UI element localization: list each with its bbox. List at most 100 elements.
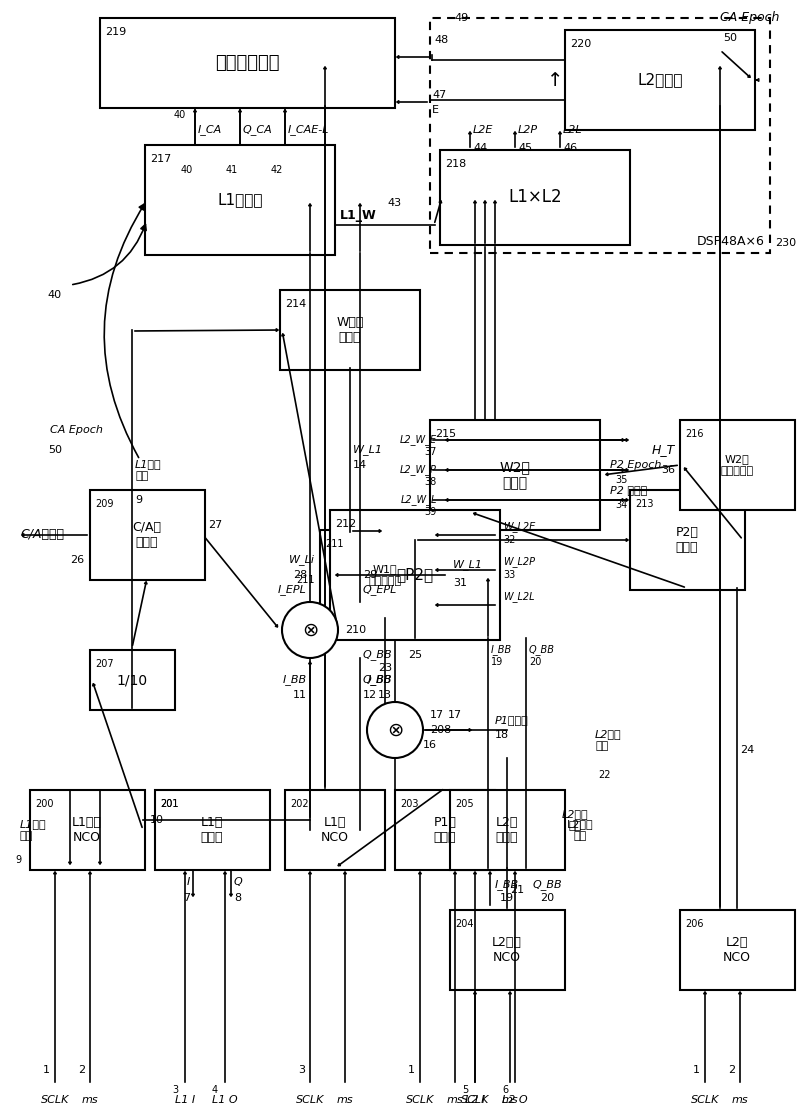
Text: Q_CA: Q_CA — [243, 125, 273, 136]
Bar — [30, 790, 145, 870]
Bar — [90, 650, 175, 710]
Text: ⊗: ⊗ — [302, 621, 318, 640]
Text: 9: 9 — [15, 855, 21, 865]
Text: L2载波
相位: L2载波 相位 — [562, 810, 588, 831]
Text: 205: 205 — [455, 799, 474, 808]
Text: W比特
积分器: W比特 积分器 — [336, 315, 364, 344]
Text: 20: 20 — [540, 893, 554, 903]
Text: 23: 23 — [378, 663, 392, 673]
Text: L2_W_L: L2_W_L — [401, 494, 437, 505]
Text: 5: 5 — [462, 1085, 468, 1095]
Text: 22: 22 — [598, 770, 610, 780]
Text: I_BB: I_BB — [368, 675, 392, 685]
Text: L1×L2: L1×L2 — [508, 188, 562, 206]
Text: Q_BB: Q_BB — [362, 650, 392, 661]
Text: Q_EPL: Q_EPL — [363, 585, 398, 596]
Text: 211: 211 — [325, 539, 343, 549]
Text: 48: 48 — [434, 35, 448, 45]
Text: E: E — [432, 105, 439, 115]
Text: 40: 40 — [48, 290, 62, 300]
Text: I_CA: I_CA — [198, 125, 222, 136]
Text: P2 码输出: P2 码输出 — [610, 485, 647, 495]
Text: SCLK: SCLK — [296, 1095, 324, 1103]
Text: 42: 42 — [270, 165, 283, 175]
Text: L2码
NCO: L2码 NCO — [723, 936, 751, 964]
Text: 3: 3 — [172, 1085, 178, 1095]
Bar — [680, 910, 795, 990]
Text: 25: 25 — [408, 650, 422, 660]
Bar — [565, 30, 755, 130]
Text: 1/10: 1/10 — [117, 673, 147, 687]
Text: L1相关器: L1相关器 — [218, 193, 262, 207]
Text: L2载波
NCO: L2载波 NCO — [492, 936, 522, 964]
Text: ms: ms — [732, 1095, 748, 1103]
Text: L2L: L2L — [563, 125, 582, 135]
Text: L2_W_E: L2_W_E — [400, 435, 437, 446]
Text: 6: 6 — [502, 1085, 508, 1095]
Text: W_Li: W_Li — [289, 555, 315, 566]
Text: CA Epoch: CA Epoch — [50, 425, 103, 435]
Bar — [430, 18, 770, 253]
Text: Q_BB: Q_BB — [363, 675, 393, 685]
Text: L1_W: L1_W — [340, 208, 377, 222]
Text: 214: 214 — [285, 299, 306, 309]
Text: L1载
混合器: L1载 混合器 — [201, 816, 223, 844]
Text: W_L2L: W_L2L — [503, 591, 534, 602]
Text: CA Epoch: CA Epoch — [720, 11, 779, 24]
Text: ms: ms — [337, 1095, 354, 1103]
Text: Q_BB: Q_BB — [529, 644, 555, 655]
Text: 36: 36 — [661, 465, 675, 475]
Text: ↑: ↑ — [547, 71, 563, 89]
Bar — [280, 290, 420, 370]
Text: Q_BB: Q_BB — [532, 879, 562, 890]
Text: SCLK: SCLK — [461, 1095, 489, 1103]
Text: 17: 17 — [430, 710, 444, 720]
Text: ms: ms — [502, 1095, 518, 1103]
Text: P1码输出: P1码输出 — [495, 715, 529, 725]
Bar — [320, 531, 450, 620]
Text: 217: 217 — [150, 154, 171, 164]
Text: 230: 230 — [775, 238, 796, 248]
Text: DSP48A×6: DSP48A×6 — [697, 235, 765, 248]
Bar — [630, 490, 745, 590]
Bar — [430, 420, 600, 531]
Text: 2: 2 — [728, 1065, 735, 1075]
Text: I_BB: I_BB — [491, 644, 512, 655]
Text: 33: 33 — [503, 570, 515, 580]
Text: L1载波
相位: L1载波 相位 — [135, 459, 162, 481]
Text: 16: 16 — [423, 740, 437, 750]
Text: 消P2码: 消P2码 — [397, 568, 434, 582]
Text: P2码
产生器: P2码 产生器 — [675, 526, 698, 554]
Text: L2载
混合器: L2载 混合器 — [496, 816, 518, 844]
Bar — [155, 790, 270, 870]
Text: L1载波
相位: L1载波 相位 — [20, 820, 46, 840]
Text: 49: 49 — [455, 13, 469, 23]
Text: 218: 218 — [445, 159, 466, 169]
Text: 210: 210 — [345, 625, 366, 635]
Text: 43: 43 — [388, 199, 402, 208]
Text: W2码
积分器: W2码 积分器 — [499, 460, 530, 490]
Bar — [440, 150, 630, 245]
Text: 10: 10 — [150, 815, 164, 825]
Text: 44: 44 — [473, 143, 487, 153]
Text: C/A码输出: C/A码输出 — [20, 528, 64, 542]
Text: 19: 19 — [500, 893, 514, 903]
Text: W_L2E: W_L2E — [503, 522, 535, 533]
Text: 11: 11 — [293, 690, 307, 700]
Text: 28: 28 — [293, 570, 307, 580]
Text: 21: 21 — [510, 885, 524, 895]
Text: 14: 14 — [353, 460, 367, 470]
Text: 32: 32 — [503, 535, 515, 545]
Text: 39: 39 — [425, 507, 437, 517]
Text: I_CAE-L: I_CAE-L — [288, 125, 330, 136]
Text: 24: 24 — [740, 745, 754, 754]
Text: 201: 201 — [160, 799, 178, 808]
Text: 203: 203 — [400, 799, 418, 808]
Text: 12: 12 — [363, 690, 377, 700]
Text: 2: 2 — [78, 1065, 85, 1075]
Text: 45: 45 — [518, 143, 532, 153]
Text: 211: 211 — [297, 575, 315, 585]
Text: 40: 40 — [181, 165, 193, 175]
Text: 26: 26 — [70, 555, 84, 565]
Text: L2相关器: L2相关器 — [638, 73, 682, 87]
